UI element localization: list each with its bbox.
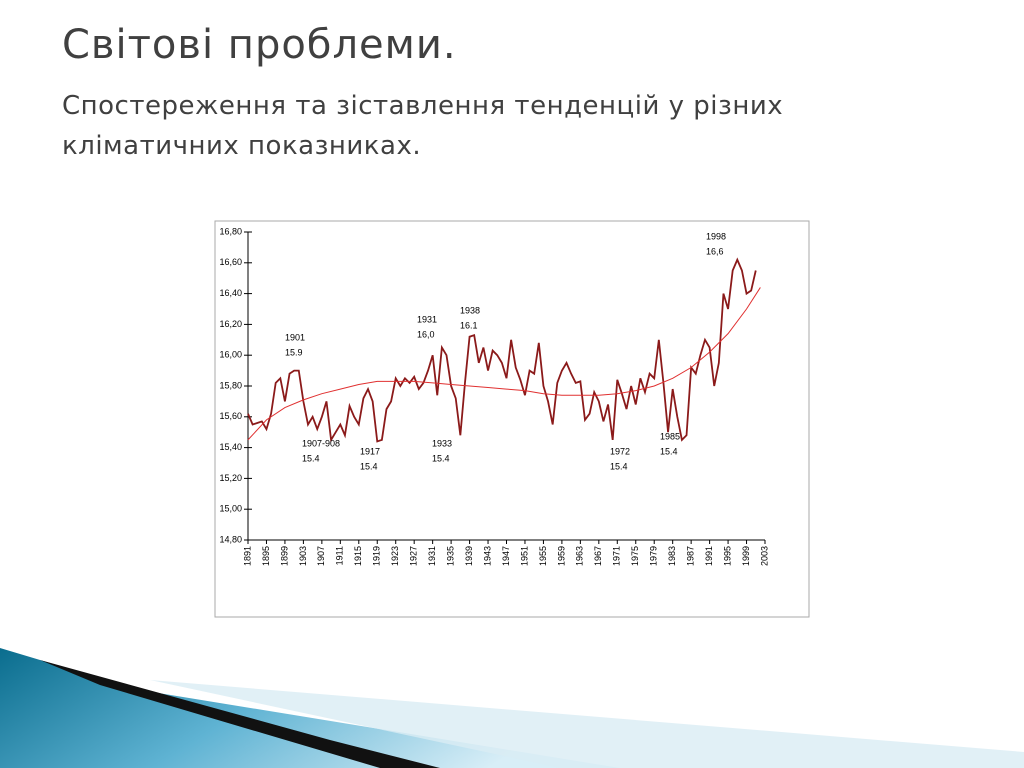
annotation: 1998 (706, 231, 726, 241)
x-tick-label: 1995 (722, 546, 732, 566)
annotation: 15.4 (610, 461, 628, 471)
annotation: 16,6 (706, 246, 724, 256)
annotation: 15.4 (360, 461, 378, 471)
x-tick-label: 1955 (538, 546, 548, 566)
annotation: 1933 (432, 438, 452, 448)
y-tick-label: 16,60 (219, 257, 242, 267)
x-tick-label: 1927 (409, 546, 419, 566)
y-tick-label: 16,40 (219, 288, 242, 298)
y-tick-label: 16,20 (219, 319, 242, 329)
x-tick-label: 1951 (519, 546, 529, 566)
annotation: 1931 (417, 314, 437, 324)
y-tick-label: 15,80 (219, 380, 242, 390)
y-tick-label: 15,00 (219, 504, 242, 514)
annotation: 16,0 (417, 329, 435, 339)
x-tick-label: 1947 (501, 546, 511, 566)
decoration (150, 680, 1024, 768)
x-tick-label: 1903 (298, 546, 308, 566)
y-tick-label: 16,80 (219, 226, 242, 236)
slide-subtitle: Спостереження та зіставлення тенденцій у… (62, 91, 784, 161)
x-tick-label: 1915 (353, 546, 363, 566)
x-tick-label: 1987 (686, 546, 696, 566)
annotation: 15.4 (432, 453, 450, 463)
decoration (0, 648, 620, 768)
x-tick-label: 1939 (464, 546, 474, 566)
x-tick-label: 1891 (242, 546, 252, 566)
x-tick-label: 1959 (556, 546, 566, 566)
x-tick-label: 1979 (649, 546, 659, 566)
x-tick-label: 1975 (630, 546, 640, 566)
slide-title: Світові проблеми. (62, 22, 457, 68)
x-tick-label: 1907 (316, 546, 326, 566)
data-line (247, 287, 761, 441)
annotation: 1907-908 (302, 438, 340, 448)
annotation: 1901 (285, 332, 305, 342)
x-tick-label: 1991 (704, 546, 714, 566)
annotation: 1985 (660, 431, 680, 441)
x-tick-label: 1943 (482, 546, 492, 566)
y-tick-label: 16,00 (219, 350, 242, 360)
data-line (247, 257, 757, 443)
y-tick-label: 15,40 (219, 442, 242, 452)
annotation: 15.4 (660, 446, 678, 456)
annotation: 16.1 (460, 320, 478, 330)
x-tick-label: 1919 (372, 546, 382, 566)
annotation: 1938 (460, 305, 480, 315)
y-tick-label: 15,20 (219, 473, 242, 483)
x-tick-label: 1931 (427, 546, 437, 566)
x-tick-label: 1899 (279, 546, 289, 566)
x-tick-label: 1895 (261, 546, 271, 566)
x-tick-label: 1983 (667, 546, 677, 566)
x-tick-label: 1971 (612, 546, 622, 566)
x-tick-label: 1911 (335, 546, 345, 565)
x-tick-label: 2003 (759, 546, 769, 566)
y-tick-label: 15,60 (219, 411, 242, 421)
y-tick-label: 14,80 (219, 534, 242, 544)
annotation: 15.9 (285, 347, 303, 357)
annotation: 1917 (360, 446, 380, 456)
annotation: 15.4 (302, 453, 320, 463)
annotation: 1972 (610, 446, 630, 456)
x-tick-label: 1999 (741, 546, 751, 566)
x-tick-label: 1923 (390, 546, 400, 566)
x-tick-label: 1967 (593, 546, 603, 566)
x-tick-label: 1963 (575, 546, 585, 566)
x-tick-label: 1935 (445, 546, 455, 566)
